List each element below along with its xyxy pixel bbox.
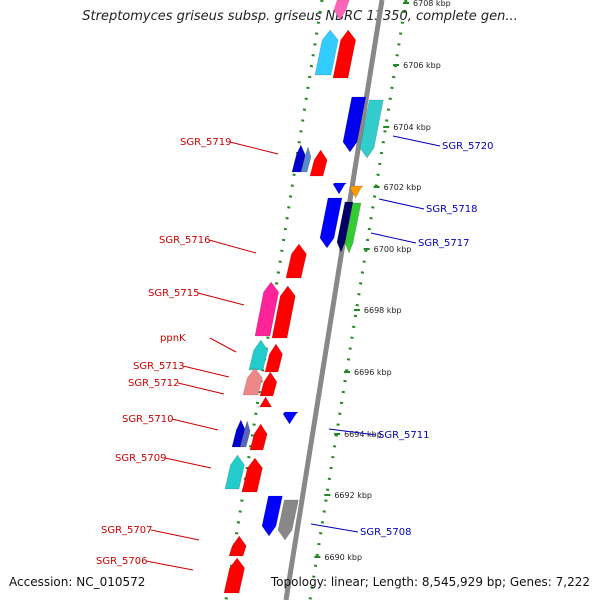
kbp-label: 6704 kbp (393, 123, 431, 132)
genome-title: Streptomyces griseus subsp. griseus NBRC… (82, 9, 518, 24)
gene-arrow (349, 185, 364, 199)
gene-arrow (223, 557, 245, 594)
left-gene-label: SGR_5706 (96, 556, 148, 567)
gene-arrow (336, 201, 354, 253)
left-gene-label: SGR_5712 (128, 378, 180, 389)
right-gene-label: SGR_5711 (378, 430, 430, 441)
gene-arrow (282, 411, 299, 425)
accession-text: Accession: NC_010572 (9, 575, 146, 589)
gene-arrow (291, 144, 306, 173)
left-label-leader (145, 560, 194, 571)
gene-arrow (261, 495, 283, 537)
kbp-label: 6698 kbp (364, 306, 402, 315)
left-label-leader (197, 292, 245, 306)
left-gene-label: SGR_5709 (115, 453, 167, 464)
kbp-label: 6708 kbp (413, 0, 451, 8)
left-gene-label: SGR_5715 (148, 288, 200, 299)
gene-arrow (259, 371, 278, 397)
gene-arrow (344, 202, 362, 254)
kbp-label: 6702 kbp (384, 183, 422, 192)
gene-arrow (242, 367, 263, 396)
right-label-leader (370, 232, 417, 244)
right-label-leader (378, 198, 425, 210)
gene-arrow (258, 396, 273, 408)
kbp-label: 6700 kbp (374, 245, 412, 254)
left-label-leader (164, 457, 212, 469)
gene-arrow (314, 29, 339, 76)
left-gene-label: SGR_5719 (180, 137, 232, 148)
backbone-line (283, 0, 385, 600)
gene-arrow (249, 423, 268, 451)
right-label-leader (392, 135, 441, 147)
left-label-leader (208, 239, 257, 254)
kbp-label: 6696 kbp (354, 368, 392, 377)
gene-arrow (332, 182, 348, 195)
gene-arrow (271, 285, 296, 339)
kbp-label: 6690 kbp (324, 553, 362, 562)
left-label-leader (150, 529, 200, 541)
left-guide-line (224, 0, 324, 600)
gene-arrow (309, 149, 328, 177)
right-label-leader (310, 523, 359, 533)
genome-summary: Topology: linear; Length: 8,545,929 bp; … (270, 575, 590, 589)
gene-arrow (254, 281, 279, 337)
right-guide-line (308, 0, 408, 600)
gene-arrow (300, 146, 312, 173)
gene-arrow (319, 197, 343, 249)
left-label-leader (209, 337, 237, 353)
left-label-leader (229, 141, 279, 155)
gene-arrow (241, 457, 263, 493)
right-gene-label: SGR_5718 (426, 204, 478, 215)
left-gene-label: SGR_5710 (122, 414, 174, 425)
gene-arrow (248, 339, 269, 371)
kbp-label: 6694 kbp (344, 430, 382, 439)
left-label-leader (182, 365, 230, 378)
gene-arrow (332, 29, 356, 79)
gene-arrow (359, 99, 384, 159)
right-gene-label: SGR_5708 (360, 527, 412, 538)
left-gene-label: SGR_5713 (133, 361, 185, 372)
gene-arrow (285, 243, 307, 279)
gene-arrow (224, 454, 245, 490)
left-label-leader (171, 418, 219, 431)
left-gene-label: SGR_5707 (101, 525, 153, 536)
gene-arrow (342, 96, 367, 153)
right-gene-label: SGR_5720 (442, 141, 494, 152)
left-gene-label: ppnK (160, 333, 186, 344)
gene-arrow (228, 535, 247, 557)
gene-arrow (277, 499, 299, 541)
right-gene-label: SGR_5717 (418, 238, 470, 249)
gene-arrow (264, 343, 283, 373)
kbp-label: 6706 kbp (403, 61, 441, 70)
gene-arrow (239, 420, 251, 448)
right-label-leader (328, 428, 377, 436)
left-label-leader (177, 382, 225, 395)
gene-arrow (333, 0, 350, 21)
kbp-label: 6692 kbp (334, 491, 372, 500)
left-gene-label: SGR_5716 (159, 235, 211, 246)
